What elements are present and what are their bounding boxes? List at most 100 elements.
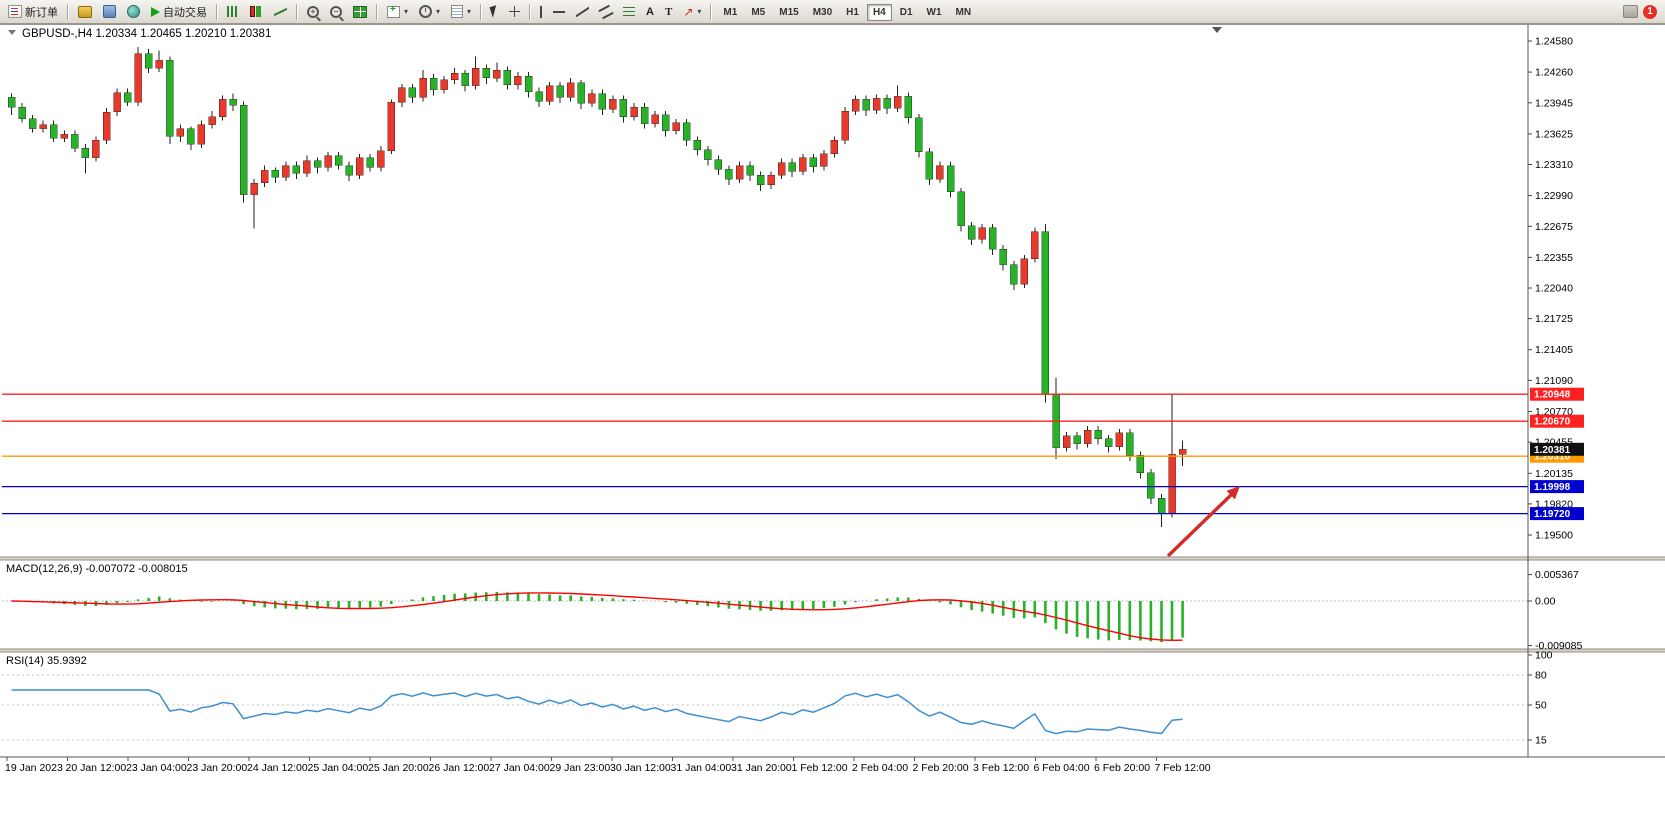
tile-windows-button[interactable] bbox=[348, 2, 372, 21]
notification-icon[interactable] bbox=[1623, 5, 1638, 18]
arrow-annotation[interactable] bbox=[1166, 486, 1240, 558]
new-chart-icon bbox=[387, 4, 400, 18]
macd-signal-line bbox=[11, 592, 1183, 642]
cursor-button[interactable] bbox=[486, 2, 503, 21]
text-tool-button[interactable]: A bbox=[641, 2, 659, 21]
chevron-down-icon: ▾ bbox=[467, 7, 472, 16]
timeframe-button-m5[interactable]: M5 bbox=[745, 4, 771, 21]
timeframe-button-d1[interactable]: D1 bbox=[894, 4, 919, 21]
fibonacci-button[interactable] bbox=[618, 2, 640, 21]
bar-chart-icon bbox=[227, 6, 239, 17]
panel-splitter[interactable] bbox=[0, 557, 1665, 560]
toolbar-separator bbox=[376, 3, 378, 20]
price-level-badge: 1.20670 bbox=[1530, 414, 1584, 428]
chart-title: GBPUSD-,H4 1.20334 1.20465 1.20210 1.203… bbox=[22, 28, 271, 40]
line-chart-button[interactable] bbox=[269, 2, 292, 21]
crosshair-button[interactable] bbox=[504, 2, 525, 21]
chart-collapse-icon[interactable] bbox=[8, 30, 16, 35]
arrow-shape-icon: ↗ bbox=[683, 4, 694, 19]
svg-text:1.20948: 1.20948 bbox=[1534, 390, 1571, 401]
svg-text:1.20310: 1.20310 bbox=[1534, 452, 1571, 463]
vertical-line-icon bbox=[540, 5, 543, 18]
svg-text:1.19720: 1.19720 bbox=[1534, 509, 1571, 520]
label-tool-button[interactable]: T bbox=[660, 2, 677, 21]
new-order-button[interactable]: 新订单 bbox=[3, 2, 63, 21]
time-axis-tick: 29 Jan 23:00 bbox=[550, 762, 611, 774]
chevron-down-icon: ▾ bbox=[404, 7, 409, 16]
text-tool-icon: A bbox=[646, 5, 654, 18]
vertical-line-button[interactable] bbox=[535, 2, 547, 21]
price-axis-tick: 1.21090 bbox=[1535, 375, 1573, 387]
price-axis-tick: 1.24580 bbox=[1535, 36, 1573, 48]
timeframe-button-h1[interactable]: H1 bbox=[840, 4, 865, 21]
fibonacci-icon bbox=[623, 7, 636, 16]
panel-splitter[interactable] bbox=[0, 649, 1665, 652]
macd-axis-tick: 0.005367 bbox=[1535, 569, 1579, 581]
price-chart[interactable]: MACD(12,26,9) -0.007072 -0.008015 0.00536… bbox=[0, 24, 1665, 781]
price-axis-tick: 1.19500 bbox=[1535, 530, 1573, 542]
tile-windows-icon bbox=[353, 5, 367, 18]
time-axis-tick: 2 Feb 04:00 bbox=[852, 762, 908, 774]
timeframe-button-w1[interactable]: W1 bbox=[921, 4, 948, 21]
timeframe-button-m1[interactable]: M1 bbox=[717, 4, 743, 21]
zoom-in-button[interactable] bbox=[302, 2, 324, 21]
timeframe-group: M1 M5 M15 M30 H1 H4 D1 W1 MN bbox=[716, 2, 978, 21]
templates-button[interactable]: ▾ bbox=[446, 2, 476, 21]
timeframe-button-m30[interactable]: M30 bbox=[807, 4, 838, 21]
candlestick-chart-button[interactable] bbox=[245, 2, 268, 21]
help-globe-icon bbox=[127, 5, 140, 18]
strategy-tester-button[interactable] bbox=[73, 2, 97, 21]
toolbar-separator bbox=[480, 3, 483, 20]
arrows-tool-button[interactable]: ↗ ▾ bbox=[678, 2, 706, 21]
price-axis-tick: 1.22355 bbox=[1535, 252, 1573, 264]
market-watch-button[interactable] bbox=[98, 2, 121, 21]
chart-background bbox=[0, 24, 1665, 781]
auto-trading-label: 自动交易 bbox=[163, 6, 207, 19]
bar-chart-button[interactable] bbox=[222, 2, 244, 21]
svg-text:1.20381: 1.20381 bbox=[1534, 445, 1571, 456]
channel-button[interactable] bbox=[595, 2, 617, 21]
trendline-button[interactable] bbox=[571, 2, 594, 21]
timeframe-button-m15[interactable]: M15 bbox=[773, 4, 804, 21]
clock-icon bbox=[419, 5, 433, 18]
line-chart-icon bbox=[274, 7, 287, 17]
macd-axis-tick: 0.00 bbox=[1535, 596, 1556, 608]
new-chart-button[interactable]: ▾ bbox=[382, 2, 413, 21]
horizontal-line-button[interactable] bbox=[548, 2, 570, 21]
label-tool-icon: T bbox=[665, 5, 673, 18]
rsi-label: RSI(14) 35.9392 bbox=[6, 655, 87, 667]
timeframe-button-h4[interactable]: H4 bbox=[866, 4, 892, 21]
toolbar-separator bbox=[296, 3, 298, 20]
time-axis-tick: 19 Jan 2023 bbox=[5, 762, 63, 774]
toolbar-right: 1 bbox=[1623, 4, 1662, 19]
time-axis-tick: 6 Feb 20:00 bbox=[1094, 762, 1150, 774]
price-level-badge: 1.19720 bbox=[1530, 507, 1584, 521]
time-axis-tick: 20 Jan 12:00 bbox=[66, 762, 127, 774]
toolbar-separator bbox=[529, 3, 532, 20]
channel-icon bbox=[598, 4, 614, 19]
auto-trading-button[interactable]: 自动交易 bbox=[146, 2, 212, 21]
help-button[interactable] bbox=[122, 2, 145, 21]
zoom-out-button[interactable] bbox=[325, 2, 347, 21]
auto-trading-play-icon bbox=[151, 6, 160, 17]
rsi-axis-tick: 80 bbox=[1535, 670, 1547, 682]
price-axis-tick: 1.23310 bbox=[1535, 159, 1573, 171]
price-axis-tick: 1.20135 bbox=[1535, 468, 1573, 480]
new-order-label: 新订单 bbox=[25, 6, 58, 19]
axes bbox=[0, 24, 1665, 758]
periods-button[interactable]: ▾ bbox=[414, 2, 445, 21]
trendline-icon bbox=[576, 6, 589, 17]
timeframe-button-mn[interactable]: MN bbox=[950, 4, 978, 21]
time-axis-tick: 1 Feb 12:00 bbox=[792, 762, 848, 774]
crosshair-icon bbox=[509, 6, 521, 17]
chart-shift-marker[interactable] bbox=[1212, 27, 1222, 33]
time-axis-tick: 7 Feb 12:00 bbox=[1155, 762, 1211, 774]
notification-badge[interactable]: 1 bbox=[1643, 4, 1657, 19]
cursor-icon bbox=[489, 5, 500, 18]
horizontal-line-icon bbox=[553, 10, 566, 13]
chart-window[interactable]: MACD(12,26,9) -0.007072 -0.008015 0.00536… bbox=[0, 24, 1665, 781]
current-price-badge: 1.20381 bbox=[1530, 442, 1584, 456]
time-axis-tick: 23 Jan 04:00 bbox=[126, 762, 187, 774]
time-axis-tick: 3 Feb 12:00 bbox=[973, 762, 1029, 774]
